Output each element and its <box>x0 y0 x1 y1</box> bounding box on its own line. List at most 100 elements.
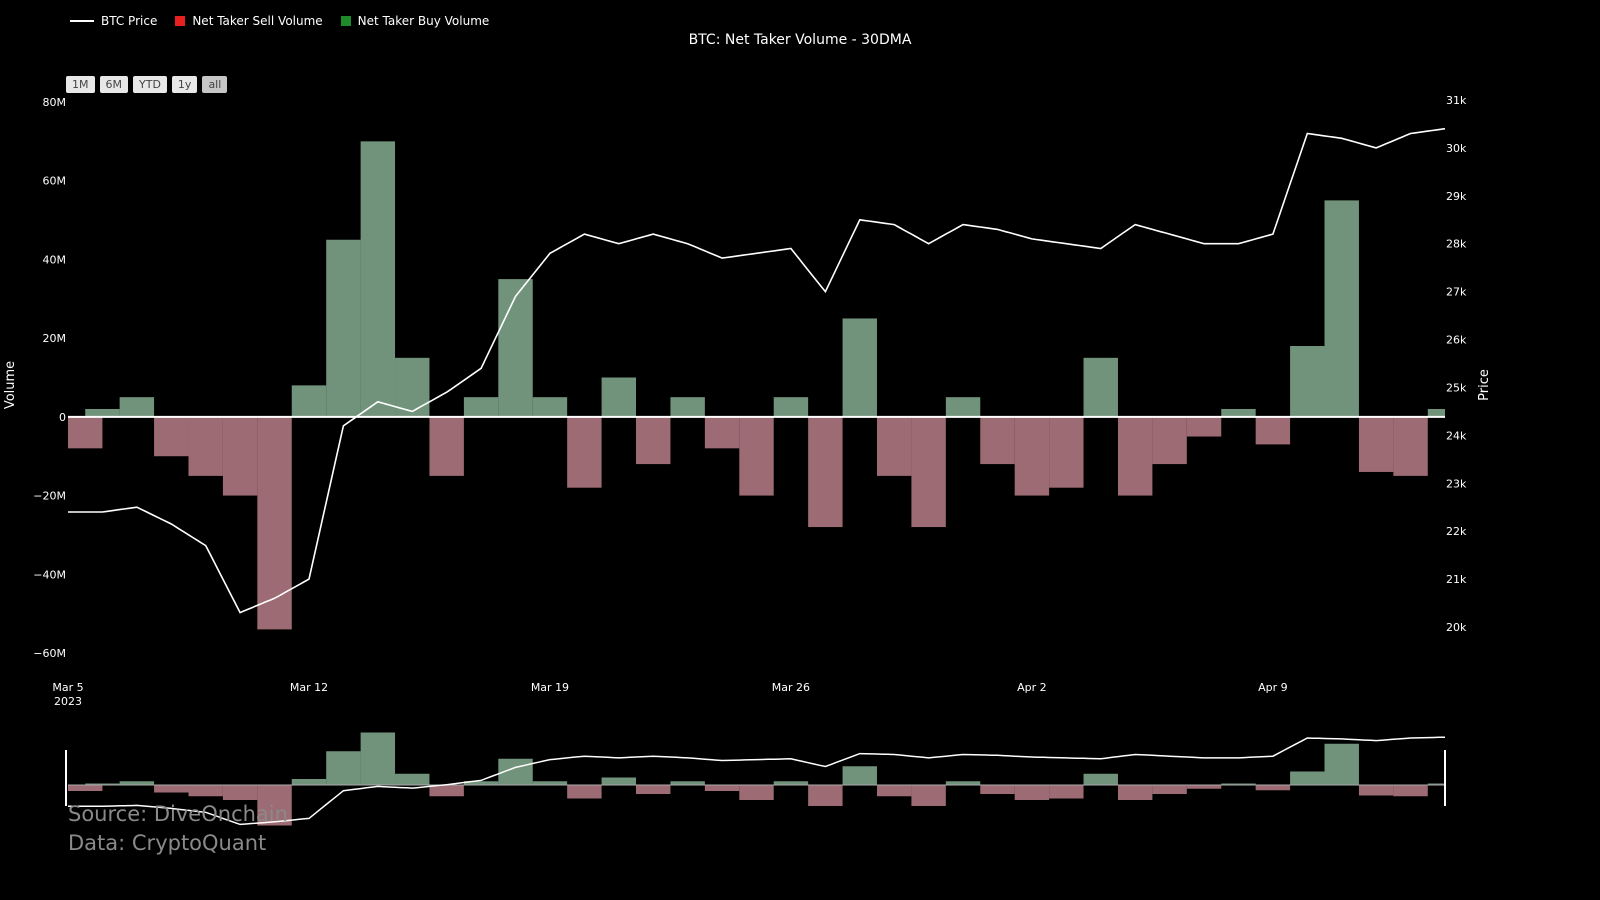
y-tick-label: −60M <box>33 647 66 660</box>
buy-volume-bar <box>119 397 155 417</box>
buy-volume-bar <box>498 279 533 417</box>
slider-sell-bar <box>188 785 223 797</box>
slider-sell-bar <box>257 785 292 826</box>
data-line: Data: CryptoQuant <box>68 831 267 855</box>
y2-tick-label: 22k <box>1446 525 1467 538</box>
legend-item-buy[interactable]: Net Taker Buy Volume <box>340 14 489 28</box>
slider-buy-bar <box>395 773 430 785</box>
sell-volume-bar <box>1393 416 1428 476</box>
legend-item-price[interactable]: BTC Price <box>70 14 157 28</box>
buy-volume-bar <box>1290 346 1325 417</box>
slider-buy-bar <box>773 781 809 785</box>
slider-buy-bar <box>842 766 877 785</box>
slider-buy-bar <box>1083 773 1118 785</box>
slider-sell-bar <box>911 785 946 806</box>
slider-buy-bar <box>463 781 499 785</box>
legend-item-sell[interactable]: Net Taker Sell Volume <box>175 14 323 28</box>
sell-volume-bar <box>1152 416 1187 465</box>
buy-volume-bar <box>326 239 361 417</box>
slider-buy-bar <box>945 781 981 785</box>
slider-sell-bar <box>1049 785 1084 799</box>
x-tick-label: Mar 12 <box>290 681 328 694</box>
sell-volume-bar <box>222 416 258 496</box>
buy-volume-bar <box>291 385 327 417</box>
legend-label-sell: Net Taker Sell Volume <box>192 14 323 28</box>
slider-right-handle[interactable] <box>1444 750 1446 806</box>
y2-tick-label: 26k <box>1446 334 1467 347</box>
slider-sell-bar <box>154 785 189 793</box>
slider-buy-bar <box>1427 783 1445 785</box>
range-button-ytd[interactable]: YTD <box>133 76 167 93</box>
volume-bars <box>68 141 1445 630</box>
y-tick-label: 40M <box>43 253 67 266</box>
legend-sell-swatch <box>175 16 186 26</box>
sell-volume-bar <box>188 416 223 476</box>
buy-volume-bar <box>601 377 637 417</box>
source-line: Source: DiveOnchain <box>68 802 288 826</box>
range-button-1y[interactable]: 1y <box>171 76 198 93</box>
slider-buy-bar <box>670 781 705 785</box>
sell-volume-bar <box>1014 416 1050 496</box>
buy-volume-bar <box>670 397 705 417</box>
sell-volume-bar <box>1255 416 1291 445</box>
slider-price-line <box>68 736 1446 826</box>
sell-volume-bar <box>1358 416 1394 472</box>
sell-volume-bar <box>739 416 774 496</box>
x-tick-label: Apr 2 <box>1017 681 1047 694</box>
y-tick-label: 80M <box>43 96 67 109</box>
legend: BTC Price Net Taker Sell Volume Net Take… <box>70 14 489 28</box>
buy-volume-bar <box>1427 408 1445 417</box>
range-button-1m[interactable]: 1M <box>66 76 95 93</box>
range-selector: 1M 6M YTD 1y all <box>66 76 228 93</box>
y-tick-label: −40M <box>33 568 66 581</box>
btc-price-line <box>68 127 1446 614</box>
sell-volume-bar <box>429 416 464 476</box>
sell-volume-bar <box>154 416 189 457</box>
y-tick-label: 20M <box>43 332 67 345</box>
buy-volume-bar <box>532 397 568 417</box>
x-tick-label: Mar 5 <box>52 681 83 694</box>
y-tick-label: −20M <box>33 490 66 503</box>
y-axis-title: Volume <box>3 361 18 409</box>
chart-title: BTC: Net Taker Volume - 30DMA <box>688 32 912 48</box>
slider-buy-bar <box>1324 743 1359 785</box>
slider-buy-bar <box>1290 771 1325 785</box>
slider-sell-bar <box>1255 785 1291 791</box>
sell-volume-bar <box>876 416 912 476</box>
slider-buy-bar <box>291 779 327 785</box>
source-note: Source: DiveOnchain Data: CryptoQuant <box>68 800 288 858</box>
buy-volume-bar <box>1083 357 1118 417</box>
buy-volume-bar <box>395 357 430 417</box>
slider-buy-bar <box>1221 783 1256 785</box>
slider-sell-bar <box>68 785 103 791</box>
sell-volume-bar <box>1117 416 1153 496</box>
buy-volume-bar <box>842 318 877 417</box>
slider-buy-bar <box>326 751 361 785</box>
range-button-6m[interactable]: 6M <box>99 76 128 93</box>
slider-buy-bar <box>532 781 568 785</box>
buy-volume-bar <box>773 397 809 417</box>
slider-sell-bar <box>636 785 671 794</box>
legend-buy-swatch <box>340 16 351 26</box>
slider-sell-bar <box>1152 785 1187 794</box>
slider-left-handle[interactable] <box>65 750 67 806</box>
y2-tick-label: 25k <box>1446 381 1467 394</box>
slider-buy-bar <box>360 732 396 785</box>
x-tick-sublabel: 2023 <box>54 695 82 708</box>
range-slider <box>65 732 1446 826</box>
sell-volume-bar <box>636 416 671 465</box>
y-tick-label: 60M <box>43 175 67 188</box>
y2-axis-title: Price <box>1477 369 1492 401</box>
slider-sell-bar <box>704 785 740 791</box>
slider-sell-bar <box>739 785 774 800</box>
sell-volume-bar <box>704 416 740 449</box>
slider-sell-bar <box>1393 785 1428 797</box>
range-button-all[interactable]: all <box>202 76 228 93</box>
y2-tick-label: 23k <box>1446 477 1467 490</box>
x-tick-label: Mar 26 <box>772 681 810 694</box>
slider-sell-bar <box>1117 785 1153 800</box>
slider-sell-bar <box>567 785 602 799</box>
buy-volume-bar <box>463 397 499 417</box>
sell-volume-bar <box>911 416 946 528</box>
